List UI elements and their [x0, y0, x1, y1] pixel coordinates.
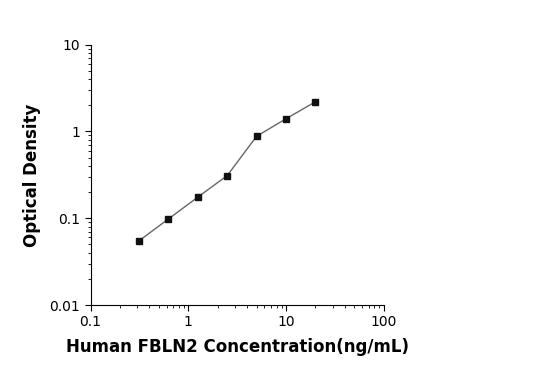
Y-axis label: Optical Density: Optical Density	[23, 103, 41, 247]
X-axis label: Human FBLN2 Concentration(ng/mL): Human FBLN2 Concentration(ng/mL)	[66, 338, 409, 356]
